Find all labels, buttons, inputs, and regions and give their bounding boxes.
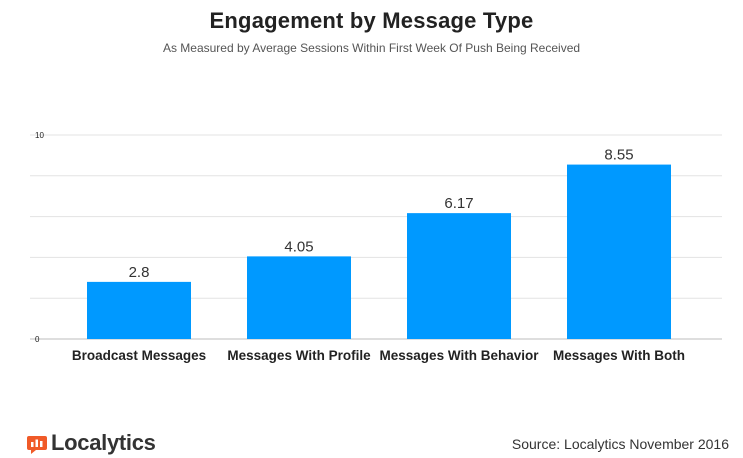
chart-subtitle: As Measured by Average Sessions Within F…: [162, 41, 581, 55]
x-category-label: Broadcast Messages: [72, 348, 206, 363]
bar-chart: 0 10 2.8 Broadcast Messages 4.05 Messages Wit…: [30, 131, 722, 363]
y-tick-label: 10: [35, 131, 44, 140]
source-note: Source: Localytics November 2016: [511, 436, 729, 452]
y-tick-label: 0: [35, 335, 40, 344]
data-label: 4.05: [284, 238, 313, 255]
bar: [567, 164, 671, 339]
bar: [87, 281, 191, 339]
x-category-label: Messages With Behavior: [380, 348, 540, 363]
localytics-logo-icon: [27, 436, 47, 454]
logo-text: Localytics: [51, 430, 156, 455]
x-category-label: Messages With Both: [553, 348, 685, 363]
localytics-logo: Localytics: [27, 430, 156, 456]
bar: [407, 213, 511, 339]
bar: [247, 256, 351, 339]
data-label: 2.8: [129, 264, 150, 281]
data-label: 8.55: [604, 147, 633, 164]
data-label: 6.17: [444, 195, 473, 212]
chart-title: Engagement by Message Type: [209, 8, 534, 33]
x-category-label: Messages With Profile: [227, 348, 371, 363]
